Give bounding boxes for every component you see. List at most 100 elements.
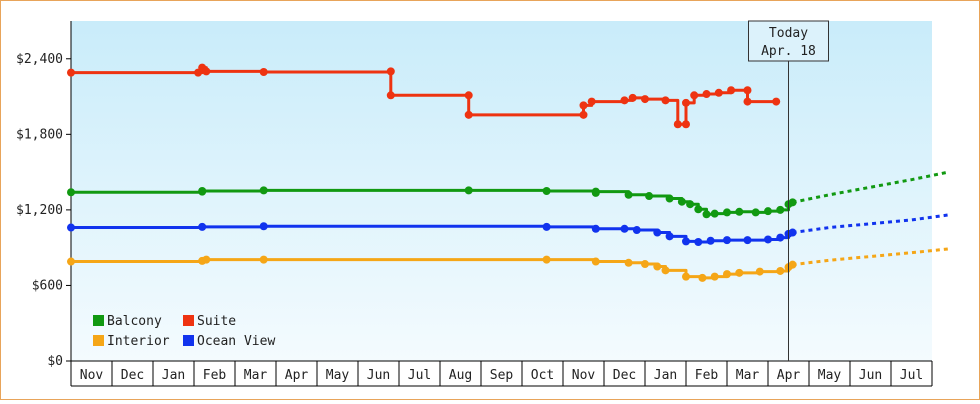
data-point[interactable] [624, 190, 633, 199]
data-point[interactable] [788, 228, 797, 237]
month-label: Feb [695, 368, 719, 383]
today-marker: Today Apr. 18 [748, 20, 829, 361]
data-point[interactable] [710, 272, 719, 281]
data-point[interactable] [661, 96, 670, 105]
month-label: Oct [531, 368, 554, 383]
data-point[interactable] [710, 209, 719, 218]
data-point[interactable] [386, 67, 395, 76]
month-label: Jun [859, 368, 882, 383]
forecast-line [792, 213, 949, 235]
data-point[interactable] [682, 272, 690, 281]
data-point[interactable] [661, 266, 670, 275]
data-point[interactable] [694, 205, 703, 214]
data-point[interactable] [682, 98, 690, 107]
month-label: Jan [654, 368, 677, 383]
data-point[interactable] [714, 88, 723, 97]
data-point[interactable] [702, 90, 711, 99]
data-point[interactable] [464, 110, 473, 119]
data-point[interactable] [776, 233, 785, 242]
month-label: Mar [736, 368, 760, 383]
data-point[interactable] [653, 228, 662, 237]
forecast-line [792, 247, 949, 267]
legend-swatch [183, 315, 194, 326]
data-point[interactable] [259, 255, 268, 264]
data-point[interactable] [764, 207, 772, 216]
data-point[interactable] [723, 208, 731, 217]
data-point[interactable] [202, 67, 211, 76]
data-point[interactable] [620, 96, 629, 105]
data-point[interactable] [542, 255, 551, 264]
y-tick-label: $600 [32, 278, 63, 293]
data-point[interactable] [694, 238, 703, 246]
data-point[interactable] [591, 257, 600, 266]
data-point[interactable] [682, 237, 690, 246]
data-point[interactable] [690, 91, 699, 100]
data-point[interactable] [591, 224, 600, 233]
data-point[interactable] [641, 95, 649, 104]
month-label: Jun [367, 368, 390, 383]
data-point[interactable] [686, 200, 695, 209]
data-point[interactable] [645, 192, 654, 201]
data-point[interactable] [751, 208, 760, 217]
data-point[interactable] [772, 97, 781, 106]
data-point[interactable] [579, 110, 588, 119]
month-label: Aug [449, 368, 472, 383]
x-axis: Nov Dec Jan Feb Mar Apr May Jun Jul Aug Sep Oct Nov D… [70, 360, 933, 387]
data-point[interactable] [386, 91, 395, 100]
data-point[interactable] [665, 232, 674, 241]
data-point[interactable] [776, 205, 785, 214]
month-label: Feb [203, 368, 227, 383]
data-point[interactable] [673, 120, 682, 129]
data-point[interactable] [764, 235, 772, 244]
data-point[interactable] [591, 187, 600, 196]
data-point[interactable] [579, 101, 588, 110]
data-point[interactable] [198, 222, 207, 231]
legend-swatch [93, 315, 104, 326]
data-point[interactable] [259, 68, 268, 76]
data-point[interactable] [202, 255, 211, 264]
data-point[interactable] [682, 120, 690, 129]
data-point[interactable] [624, 258, 633, 267]
data-point[interactable] [706, 236, 715, 245]
series-interior [67, 247, 949, 282]
data-point[interactable] [67, 257, 75, 266]
data-point[interactable] [727, 86, 736, 95]
data-point[interactable] [628, 93, 637, 102]
data-point[interactable] [632, 226, 641, 235]
data-point[interactable] [735, 268, 744, 277]
data-point[interactable] [755, 267, 764, 276]
data-point[interactable] [67, 223, 75, 232]
legend-label: Ocean View [197, 334, 275, 349]
legend-swatch [93, 335, 104, 346]
data-point[interactable] [641, 260, 649, 269]
data-point[interactable] [698, 273, 707, 282]
data-point[interactable] [587, 97, 596, 106]
data-point[interactable] [723, 236, 731, 245]
data-point[interactable] [67, 68, 75, 77]
series-suite [67, 63, 781, 129]
data-point[interactable] [723, 270, 731, 279]
data-point[interactable] [702, 210, 711, 219]
data-point[interactable] [743, 236, 752, 245]
data-point[interactable] [542, 187, 551, 195]
data-point[interactable] [464, 91, 473, 100]
data-point[interactable] [198, 187, 207, 195]
data-point[interactable] [665, 194, 674, 203]
data-point[interactable] [677, 197, 686, 206]
data-point[interactable] [67, 188, 75, 197]
today-label: Today [769, 26, 808, 41]
data-point[interactable] [259, 186, 268, 195]
data-point[interactable] [743, 97, 752, 106]
data-point[interactable] [776, 266, 785, 275]
data-point[interactable] [743, 86, 752, 95]
data-point[interactable] [464, 186, 473, 195]
data-point[interactable] [259, 222, 268, 231]
data-point[interactable] [620, 224, 629, 233]
series-balcony [67, 170, 949, 219]
data-point[interactable] [653, 262, 662, 271]
data-point[interactable] [788, 198, 797, 207]
data-point[interactable] [788, 260, 797, 269]
data-point[interactable] [735, 207, 744, 216]
data-point[interactable] [542, 222, 551, 231]
forecast-line [792, 170, 949, 204]
